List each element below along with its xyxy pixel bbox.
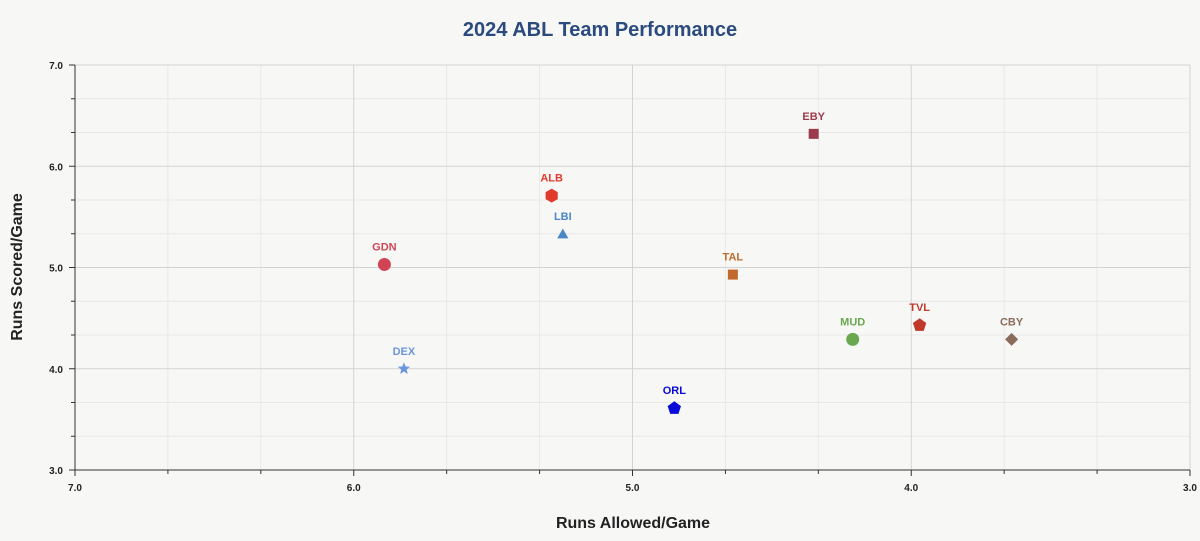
alb-marker <box>545 188 558 203</box>
eby-label: EBY <box>802 111 825 123</box>
lbi-marker <box>557 228 569 239</box>
tal-label: TAL <box>723 252 744 264</box>
eby-marker <box>808 128 819 139</box>
dex-label: DEX <box>393 346 416 358</box>
y-axis-label: Runs Scored/Game <box>9 193 26 341</box>
dex-marker <box>397 362 411 375</box>
gdn-marker <box>377 257 391 271</box>
mud-label: MUD <box>840 316 865 328</box>
grid-lines <box>74 64 1191 471</box>
data-points: EBY ALB LBI GDN TAL TVL MUD CBY DEX ORL <box>372 111 1024 414</box>
y-tick-label: 7.0 <box>49 61 63 72</box>
cby-marker <box>1005 332 1019 346</box>
x-axis-label: Runs Allowed/Game <box>556 515 710 532</box>
x-tick-label: 7.0 <box>68 483 82 494</box>
orl-marker <box>667 401 681 414</box>
y-tick-label: 3.0 <box>49 466 63 477</box>
x-tick-label: 3.0 <box>1183 483 1197 494</box>
lbi-label: LBI <box>554 211 572 223</box>
tal-marker <box>727 269 738 280</box>
gdn-label: GDN <box>372 241 397 253</box>
y-tick-label: 6.0 <box>49 162 63 173</box>
x-tick-label: 4.0 <box>904 483 918 494</box>
y-tick-label: 5.0 <box>49 264 63 275</box>
alb-label: ALB <box>540 173 563 185</box>
y-tick-label: 4.0 <box>49 365 63 376</box>
orl-label: ORL <box>663 385 687 397</box>
x-tick-label: 5.0 <box>626 483 640 494</box>
mud-marker <box>846 332 860 346</box>
chart-title: 2024 ABL Team Performance <box>463 19 737 41</box>
x-tick-label: 6.0 <box>347 483 361 494</box>
cby-label: CBY <box>1000 316 1024 328</box>
axes: 7.0 6.0 5.0 4.0 3.0 3.0 4.0 5.0 6.0 7.0 <box>49 61 1197 494</box>
tvl-label: TVL <box>909 302 930 314</box>
tvl-marker <box>912 318 927 331</box>
